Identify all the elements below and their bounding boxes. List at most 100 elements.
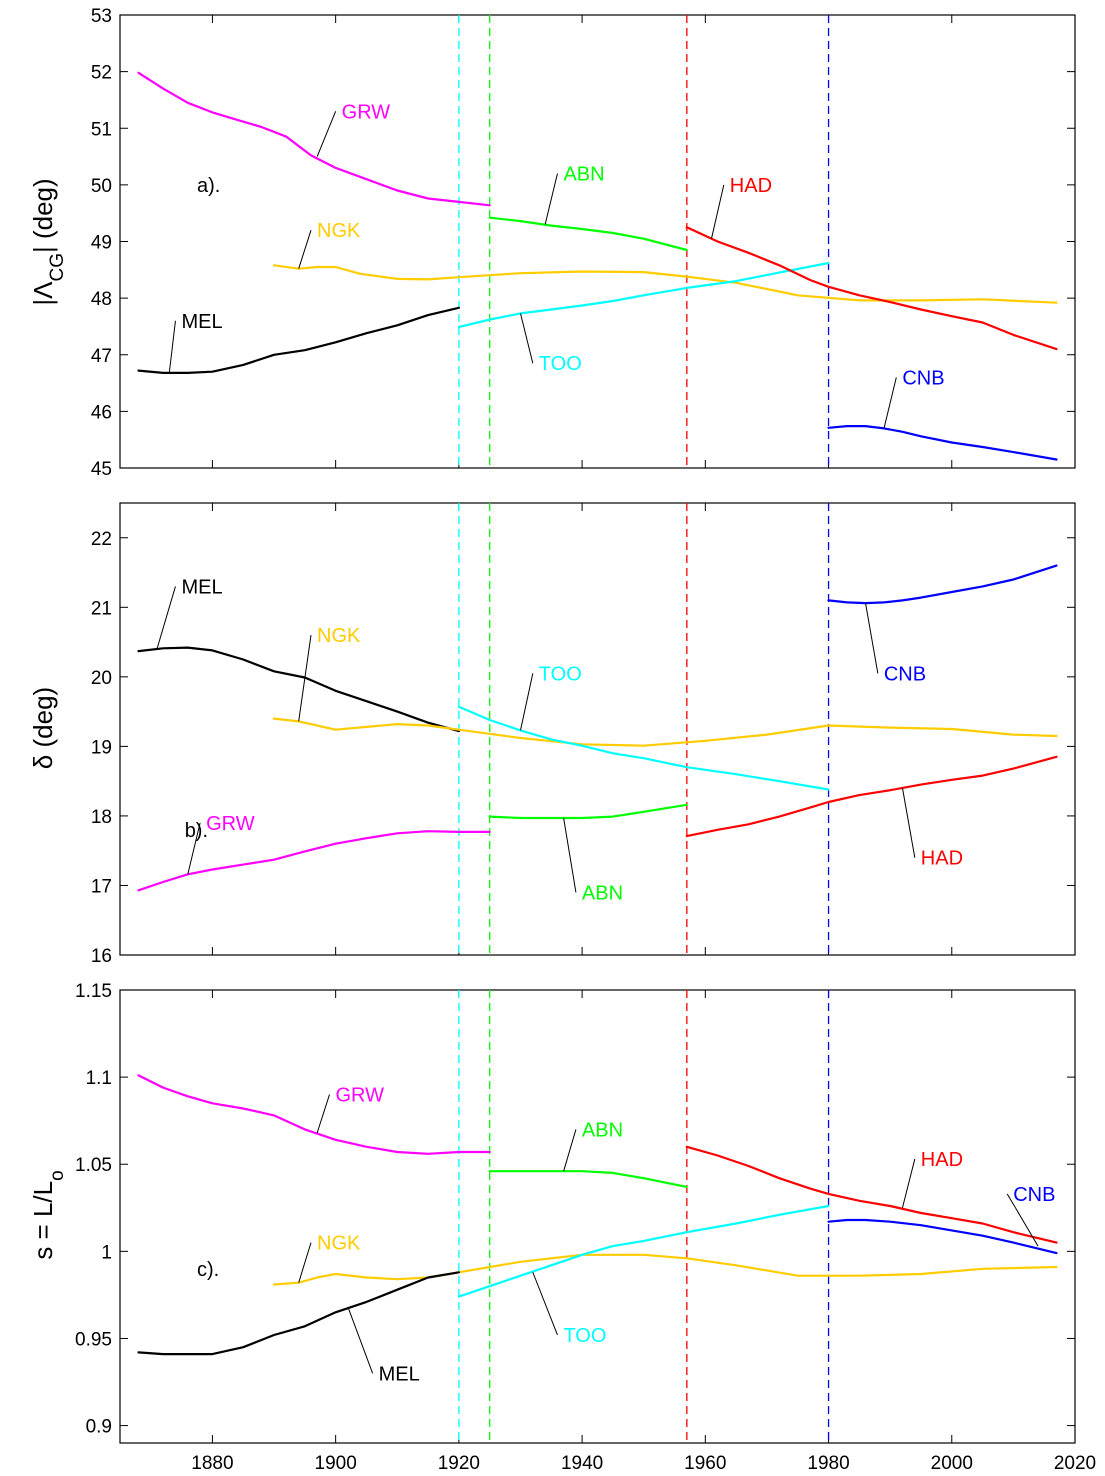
annotation-label-abn: ABN <box>563 164 604 186</box>
panel-label: a). <box>197 175 220 197</box>
ytick-label: 0.95 <box>75 1329 112 1350</box>
xtick-label: 1880 <box>191 1453 233 1474</box>
ytick-label: 20 <box>91 668 112 689</box>
ytick-label: 48 <box>91 289 112 310</box>
annotation-label-abn: ABN <box>582 882 623 904</box>
series-line-grw <box>137 71 491 207</box>
annotation-leader <box>710 184 725 239</box>
annotation-label-cnb: CNB <box>1013 1184 1055 1206</box>
annotation-label-ngk: NGK <box>317 220 361 242</box>
series-line-ngk <box>272 717 1058 747</box>
annotation-leader <box>563 1129 577 1172</box>
annotation-label-mel: MEL <box>181 311 222 333</box>
annotation-leader <box>544 173 558 225</box>
series-line-abn <box>488 1170 688 1189</box>
ytick-label: 17 <box>91 876 112 897</box>
annotation-label-too: TOO <box>539 353 582 375</box>
ytick-label: 50 <box>91 176 112 197</box>
annotation-leader <box>316 1094 330 1134</box>
series-line-had <box>685 1145 1058 1244</box>
annotation-label-too: TOO <box>563 1325 606 1347</box>
annotation-leader <box>883 377 897 429</box>
panel-c: 0.9 0.95 1 1.05 1.1 1.15 1880 1900 1920 1940 1960 1… <box>28 981 1096 1474</box>
panel-b: 16 17 18 19 20 21 22 MEL NGK TOO GRW ABN HAD CNB b). δ … <box>28 502 1076 967</box>
ytick-label: 1 <box>101 1242 112 1263</box>
ytick-label: 45 <box>91 459 112 480</box>
annotation-leader <box>298 1242 312 1283</box>
axes-frame <box>119 14 1076 469</box>
xtick-label: 2000 <box>931 1453 973 1474</box>
ytick-label: 53 <box>91 6 112 27</box>
xtick-label: 1940 <box>561 1453 603 1474</box>
annotation-leader <box>865 603 879 674</box>
xtick-label: 1900 <box>315 1453 357 1474</box>
xtick-label: 2020 <box>1054 1453 1096 1474</box>
ytick-label: 22 <box>91 529 112 550</box>
series-line-had <box>685 226 1058 351</box>
annotation-leader <box>563 817 577 893</box>
panel-a: 45 46 47 48 49 50 51 52 53 GRW NGK MEL TOO ABN HAD CNB a… <box>28 6 1076 480</box>
annotation-leader <box>532 1272 558 1336</box>
axes-frame <box>119 502 1076 956</box>
series-line-ngk <box>272 264 1058 304</box>
ytick-label: 1.05 <box>75 1155 112 1176</box>
annotation-label-grw: GRW <box>335 1085 384 1107</box>
annotation-label-ngk: NGK <box>317 625 361 647</box>
annotation-leader <box>187 822 201 875</box>
annotation-leader <box>168 320 176 373</box>
xtick-label: 1980 <box>807 1453 849 1474</box>
annotation-leader <box>316 111 337 157</box>
series-line-abn <box>488 216 688 252</box>
ytick-label: 18 <box>91 807 112 828</box>
series-line-mel <box>137 306 460 374</box>
y-axis-label: |ΛCG| (deg) <box>28 178 68 305</box>
ytick-label: 51 <box>91 119 112 140</box>
annotation-leader <box>901 1158 916 1208</box>
series-line-had <box>685 755 1058 838</box>
ytick-label: 47 <box>91 346 112 367</box>
annotation-leader <box>1006 1193 1039 1247</box>
annotation-leader <box>347 1306 374 1374</box>
annotation-leader <box>298 230 312 269</box>
series-line-cnb <box>827 425 1058 461</box>
annotation-leader <box>156 586 176 650</box>
annotation-label-cnb: CNB <box>902 367 944 389</box>
annotation-label-had: HAD <box>921 1149 963 1171</box>
annotation-label-too: TOO <box>539 663 582 685</box>
panel-label: b). <box>185 820 208 842</box>
annotation-leader <box>519 673 534 731</box>
series-line-too <box>457 261 830 329</box>
series-line-too <box>457 1204 830 1298</box>
series-line-ngk <box>272 1253 1058 1286</box>
axes-frame <box>119 989 1076 1444</box>
annotation-label-had: HAD <box>921 848 963 870</box>
ytick-label: 0.9 <box>86 1417 112 1438</box>
series-line-abn <box>488 803 688 820</box>
y-axis-label: δ (deg) <box>28 687 58 769</box>
series-line-grw <box>137 1074 491 1155</box>
annotation-leader <box>298 635 312 722</box>
series-line-mel <box>137 646 460 733</box>
annotation-label-had: HAD <box>730 175 772 197</box>
ytick-label: 1.1 <box>86 1068 112 1089</box>
series-line-cnb <box>827 564 1058 605</box>
xtick-label: 1960 <box>684 1453 726 1474</box>
series-line-too <box>457 705 830 791</box>
ytick-label: 1.15 <box>75 981 112 1002</box>
series-line-cnb <box>827 1218 1058 1255</box>
ytick-label: 52 <box>91 63 112 84</box>
annotation-label-mel: MEL <box>379 1363 420 1385</box>
annotation-label-grw: GRW <box>206 813 255 835</box>
annotation-label-mel: MEL <box>181 576 222 598</box>
annotation-label-ngk: NGK <box>317 1233 361 1255</box>
xtick-label: 1920 <box>438 1453 480 1474</box>
ytick-label: 16 <box>91 946 112 967</box>
annotation-label-cnb: CNB <box>884 663 926 685</box>
ytick-label: 49 <box>91 233 112 254</box>
ytick-label: 21 <box>91 598 112 619</box>
ytick-label: 46 <box>91 402 112 423</box>
series-line-mel <box>137 1271 460 1356</box>
panel-label: c). <box>197 1259 219 1281</box>
annotation-label-abn: ABN <box>582 1119 623 1141</box>
